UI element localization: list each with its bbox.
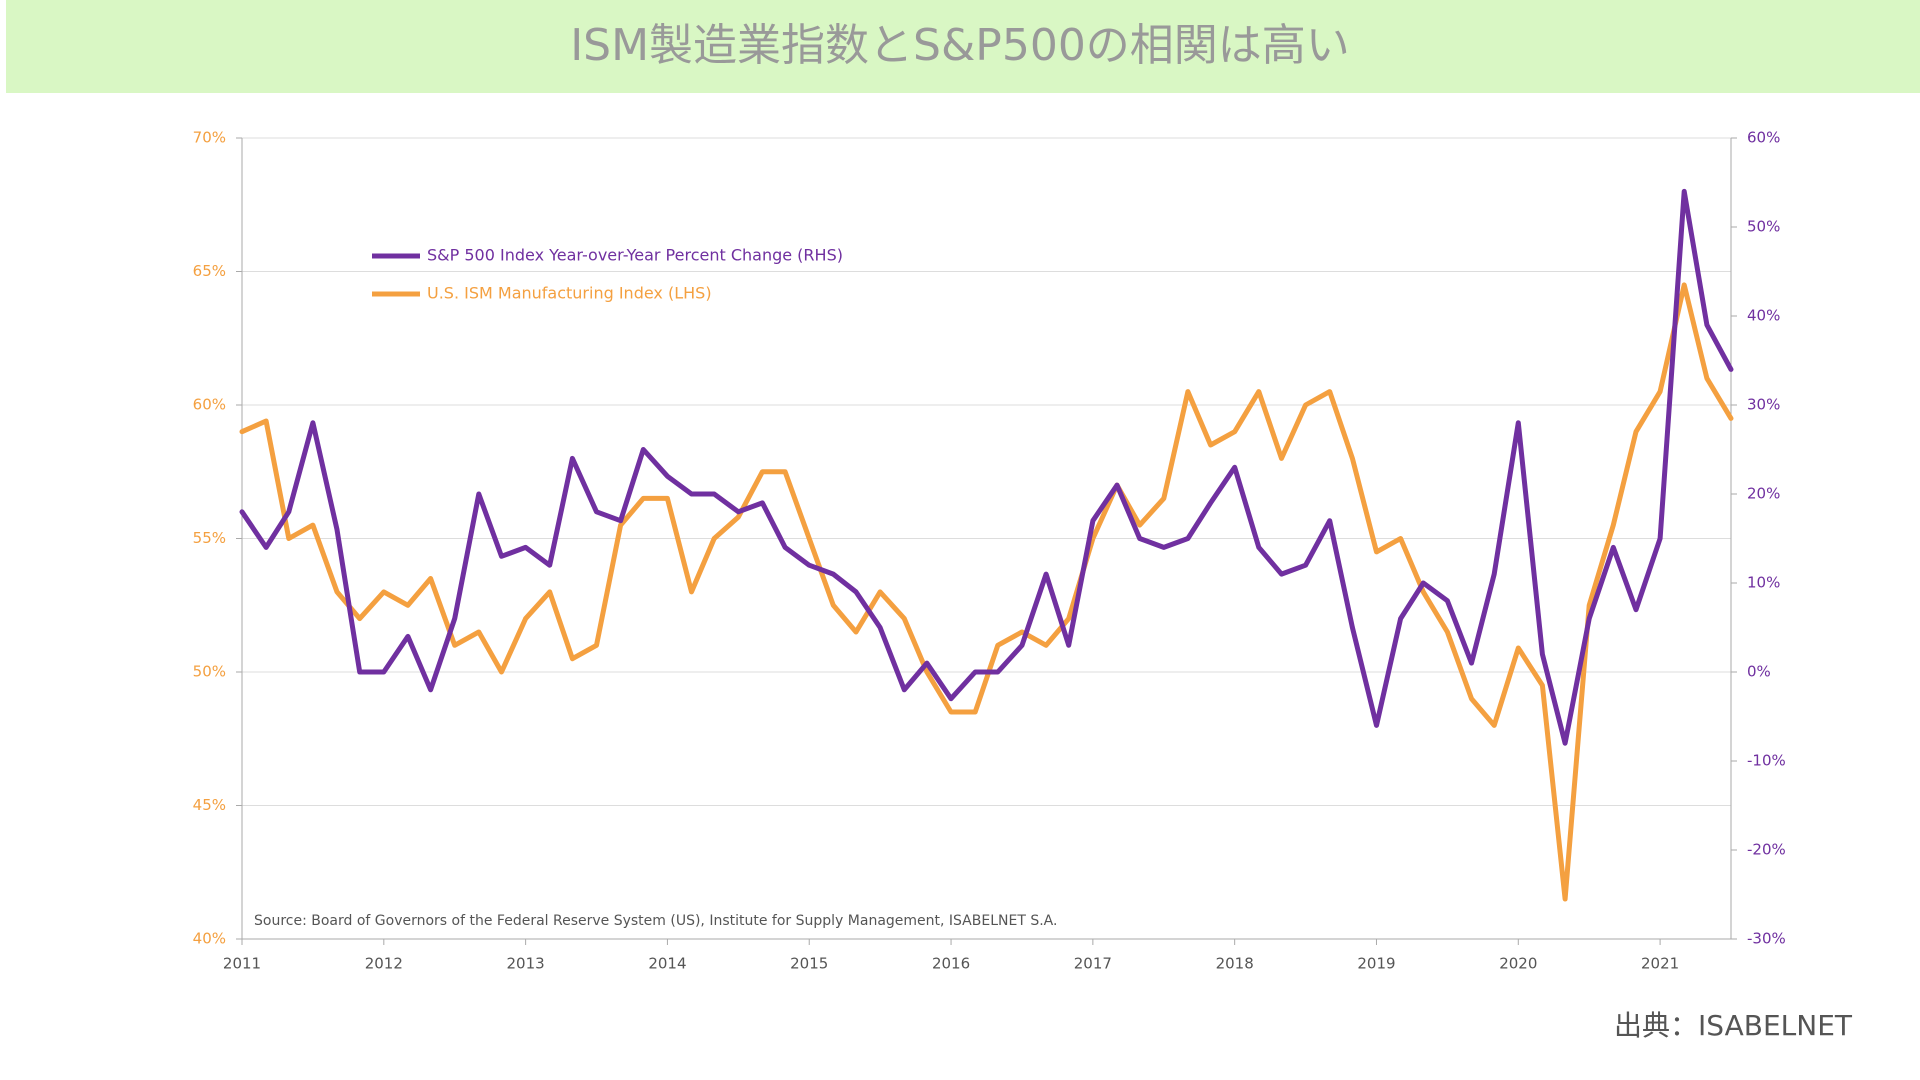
y2-tick-label: 50% (1747, 218, 1780, 236)
series-line (239, 188, 1734, 746)
y-tick-label: 70% (193, 129, 226, 147)
y-tick-label: 55% (193, 529, 226, 547)
y2-tick-label: -20% (1747, 841, 1786, 859)
x-tick-label: 2020 (1499, 955, 1537, 973)
y-tick-label: 50% (193, 663, 226, 681)
y2-tick-label: -30% (1747, 930, 1786, 948)
chart-title: ISM製造業指数とS&P500の相関は高い (570, 20, 1350, 71)
y2-tick-label: 60% (1747, 129, 1780, 147)
x-tick-label: 2016 (932, 955, 970, 973)
legend-label: S&P 500 Index Year-over-Year Percent Cha… (427, 246, 843, 265)
x-tick-label: 2011 (223, 955, 261, 973)
y-tick-label: 45% (193, 796, 226, 814)
title-banner (6, 0, 1920, 93)
x-tick-label: 2017 (1074, 955, 1112, 973)
y-tick-label: 40% (193, 930, 226, 948)
source-note: Source: Board of Governors of the Federa… (254, 913, 1057, 929)
y2-tick-label: 30% (1747, 396, 1780, 414)
y2-tick-label: 10% (1747, 574, 1780, 592)
x-tick-label: 2015 (790, 955, 828, 973)
x-tick-label: 2019 (1357, 955, 1395, 973)
series-line (239, 282, 1734, 902)
x-tick-label: 2018 (1216, 955, 1254, 973)
legend-label: U.S. ISM Manufacturing Index (LHS) (427, 284, 712, 303)
x-tick-label: 2013 (507, 955, 545, 973)
y2-tick-label: -10% (1747, 752, 1786, 770)
y-tick-label: 60% (193, 396, 226, 414)
x-tick-label: 2014 (648, 955, 686, 973)
y2-tick-label: 20% (1747, 485, 1780, 503)
credit: 出典：ISABELNET (1614, 1009, 1853, 1042)
y2-tick-label: 0% (1747, 663, 1771, 681)
x-tick-label: 2021 (1641, 955, 1679, 973)
x-tick-label: 2012 (365, 955, 403, 973)
y-tick-label: 65% (193, 262, 226, 280)
y2-tick-label: 40% (1747, 307, 1780, 325)
